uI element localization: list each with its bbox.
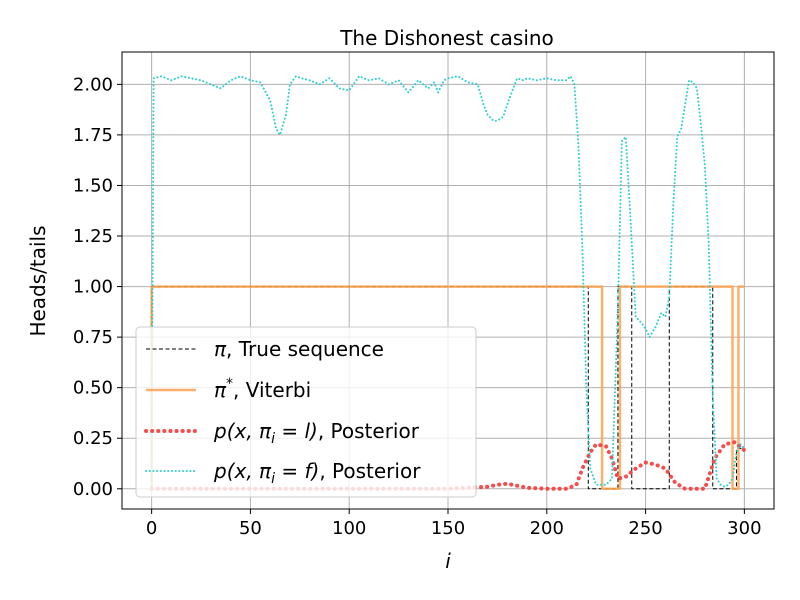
x-tick-label: 150 xyxy=(431,518,465,539)
series-line-3 xyxy=(149,440,747,491)
y-axis-label: Heads/tails xyxy=(26,225,50,336)
y-tick-label: 1.50 xyxy=(73,175,113,196)
x-tick-label: 300 xyxy=(727,518,761,539)
x-axis-label: i xyxy=(445,549,451,573)
series-layer xyxy=(149,75,747,491)
x-tick-label: 50 xyxy=(239,518,262,539)
x-tick-label: 200 xyxy=(530,518,564,539)
y-tick-label: 0.25 xyxy=(73,428,113,449)
legend-label-2: π*, Viterbi xyxy=(214,376,311,402)
y-tick-label: 0.00 xyxy=(73,479,113,500)
legend-label-3: p(x, πi = l), Posterior xyxy=(213,419,420,447)
legend-label-1: π, True sequence xyxy=(214,337,384,361)
series-line-1 xyxy=(151,286,745,490)
x-tick-label: 0 xyxy=(146,518,157,539)
y-tick-label: 1.00 xyxy=(73,277,113,298)
ticks: 0 50 100 150 200 250 300 0.00 0.25 0.50 0.75 1.00 1.… xyxy=(73,74,762,539)
y-tick-label: 1.25 xyxy=(73,226,113,247)
chart-title: The Dishonest casino xyxy=(339,26,554,50)
x-tick-label: 250 xyxy=(628,518,662,539)
y-tick-label: 0.75 xyxy=(73,327,113,348)
series-line-2 xyxy=(150,285,745,491)
series-line-4 xyxy=(150,75,746,490)
y-tick-label: 2.00 xyxy=(73,74,113,95)
x-tick-label: 100 xyxy=(332,518,366,539)
legend-label-4: p(x, πi = f), Posterior xyxy=(213,459,421,487)
y-tick-label: 0.50 xyxy=(73,378,113,399)
y-tick-label: 1.75 xyxy=(73,125,113,146)
legend: π, True sequence π*, Viterbi p(x, πi = l),… xyxy=(135,326,477,498)
legend-box xyxy=(135,326,477,498)
